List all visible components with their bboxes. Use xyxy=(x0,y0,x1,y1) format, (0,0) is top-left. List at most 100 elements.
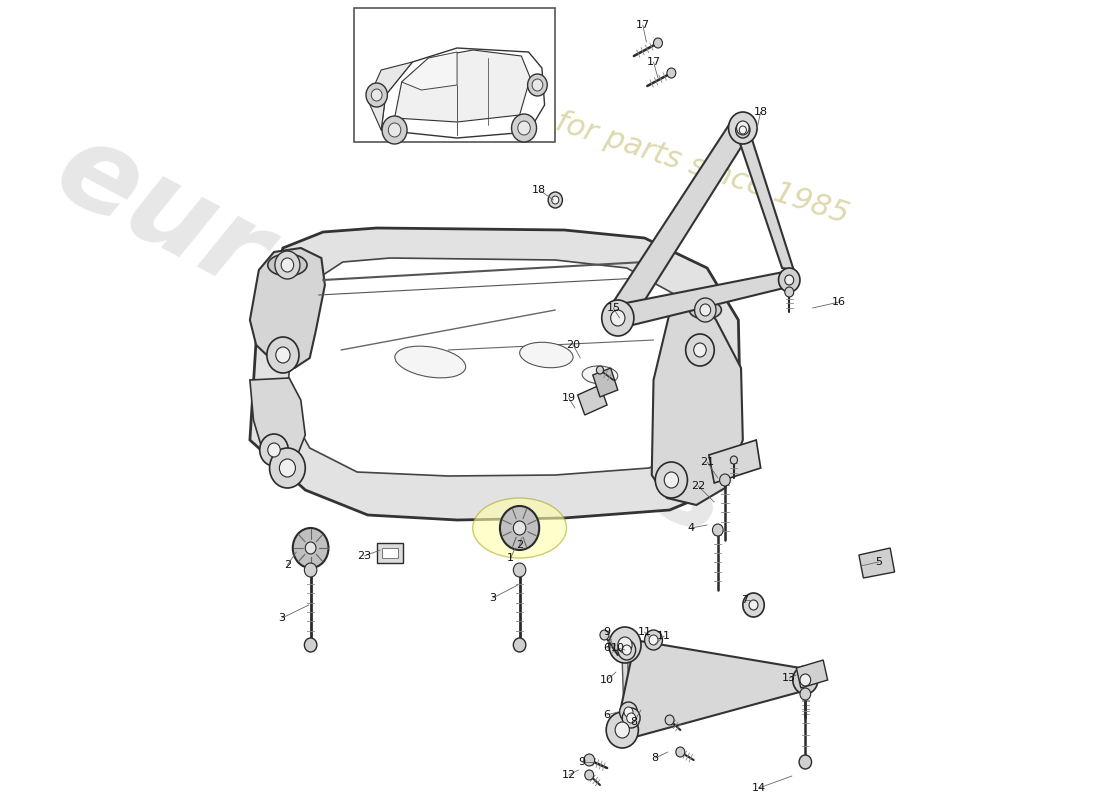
Text: 10: 10 xyxy=(601,675,614,685)
Circle shape xyxy=(293,528,329,568)
Circle shape xyxy=(685,334,714,366)
Text: 8: 8 xyxy=(651,753,659,763)
Circle shape xyxy=(388,123,400,137)
Polygon shape xyxy=(610,270,796,326)
Polygon shape xyxy=(859,548,894,578)
Text: 19: 19 xyxy=(562,393,575,403)
Circle shape xyxy=(623,708,640,728)
Circle shape xyxy=(596,366,604,374)
Circle shape xyxy=(548,192,562,208)
Polygon shape xyxy=(250,248,324,368)
Circle shape xyxy=(749,600,758,610)
Text: 4: 4 xyxy=(688,523,694,533)
Circle shape xyxy=(282,258,294,272)
Circle shape xyxy=(627,713,636,723)
Circle shape xyxy=(602,300,634,336)
Circle shape xyxy=(267,337,299,373)
Text: 15: 15 xyxy=(606,303,620,313)
Circle shape xyxy=(306,542,316,554)
Circle shape xyxy=(694,343,706,357)
Text: eurospares: eurospares xyxy=(36,110,749,562)
Text: 6: 6 xyxy=(604,710,611,720)
Circle shape xyxy=(305,563,317,577)
Circle shape xyxy=(736,122,750,138)
Circle shape xyxy=(528,74,548,96)
Text: 1: 1 xyxy=(507,553,514,563)
Circle shape xyxy=(784,287,794,297)
Text: 9: 9 xyxy=(604,627,611,637)
Circle shape xyxy=(275,251,300,279)
Circle shape xyxy=(279,459,296,477)
Circle shape xyxy=(793,666,817,694)
Text: 16: 16 xyxy=(833,297,846,307)
Text: 11: 11 xyxy=(638,627,651,637)
Circle shape xyxy=(615,722,629,738)
Circle shape xyxy=(694,298,716,322)
Circle shape xyxy=(584,754,595,766)
Polygon shape xyxy=(382,48,544,138)
Circle shape xyxy=(653,38,662,48)
Polygon shape xyxy=(796,660,827,688)
Polygon shape xyxy=(367,62,412,130)
Circle shape xyxy=(552,196,559,204)
Text: 2: 2 xyxy=(516,540,524,550)
Circle shape xyxy=(514,521,526,535)
Text: 8: 8 xyxy=(630,717,637,727)
Circle shape xyxy=(719,474,730,486)
Circle shape xyxy=(730,456,737,464)
Text: 14: 14 xyxy=(751,783,766,793)
Circle shape xyxy=(305,638,317,652)
Circle shape xyxy=(499,506,539,550)
Circle shape xyxy=(609,627,641,663)
Ellipse shape xyxy=(690,301,722,319)
Circle shape xyxy=(664,472,679,488)
Circle shape xyxy=(713,524,723,536)
Circle shape xyxy=(512,114,537,142)
Text: 21: 21 xyxy=(700,457,714,467)
Text: 18: 18 xyxy=(532,185,547,195)
Circle shape xyxy=(779,268,800,292)
Polygon shape xyxy=(615,637,814,738)
Circle shape xyxy=(742,593,764,617)
Text: 22: 22 xyxy=(691,481,705,491)
Circle shape xyxy=(675,747,685,757)
Polygon shape xyxy=(610,120,750,326)
Circle shape xyxy=(270,448,306,488)
Polygon shape xyxy=(402,52,458,90)
Polygon shape xyxy=(250,378,306,465)
Circle shape xyxy=(619,702,637,722)
Bar xyxy=(354,8,556,142)
Text: 17: 17 xyxy=(647,57,661,67)
Circle shape xyxy=(276,347,290,363)
Ellipse shape xyxy=(395,346,465,378)
Text: 7: 7 xyxy=(741,595,748,605)
Circle shape xyxy=(728,112,757,144)
Circle shape xyxy=(532,79,542,91)
Polygon shape xyxy=(395,50,530,122)
Circle shape xyxy=(656,462,688,498)
Circle shape xyxy=(610,310,625,326)
Text: 13: 13 xyxy=(782,673,796,683)
Circle shape xyxy=(667,68,675,78)
Circle shape xyxy=(624,707,632,717)
Circle shape xyxy=(518,121,530,135)
Text: 3: 3 xyxy=(278,613,286,623)
Circle shape xyxy=(737,121,749,135)
Circle shape xyxy=(700,304,711,316)
Circle shape xyxy=(645,630,662,650)
Ellipse shape xyxy=(267,254,307,276)
Text: 18: 18 xyxy=(754,107,768,117)
Text: 20: 20 xyxy=(566,340,580,350)
Polygon shape xyxy=(708,440,761,483)
Circle shape xyxy=(784,275,794,285)
Polygon shape xyxy=(286,258,696,476)
Circle shape xyxy=(585,770,594,780)
Text: 23: 23 xyxy=(358,551,372,561)
Circle shape xyxy=(606,712,638,748)
Circle shape xyxy=(618,640,636,660)
Text: 3: 3 xyxy=(490,593,496,603)
Circle shape xyxy=(267,443,280,457)
Text: 6: 6 xyxy=(604,643,611,653)
Text: 2: 2 xyxy=(284,560,292,570)
Polygon shape xyxy=(250,228,741,520)
